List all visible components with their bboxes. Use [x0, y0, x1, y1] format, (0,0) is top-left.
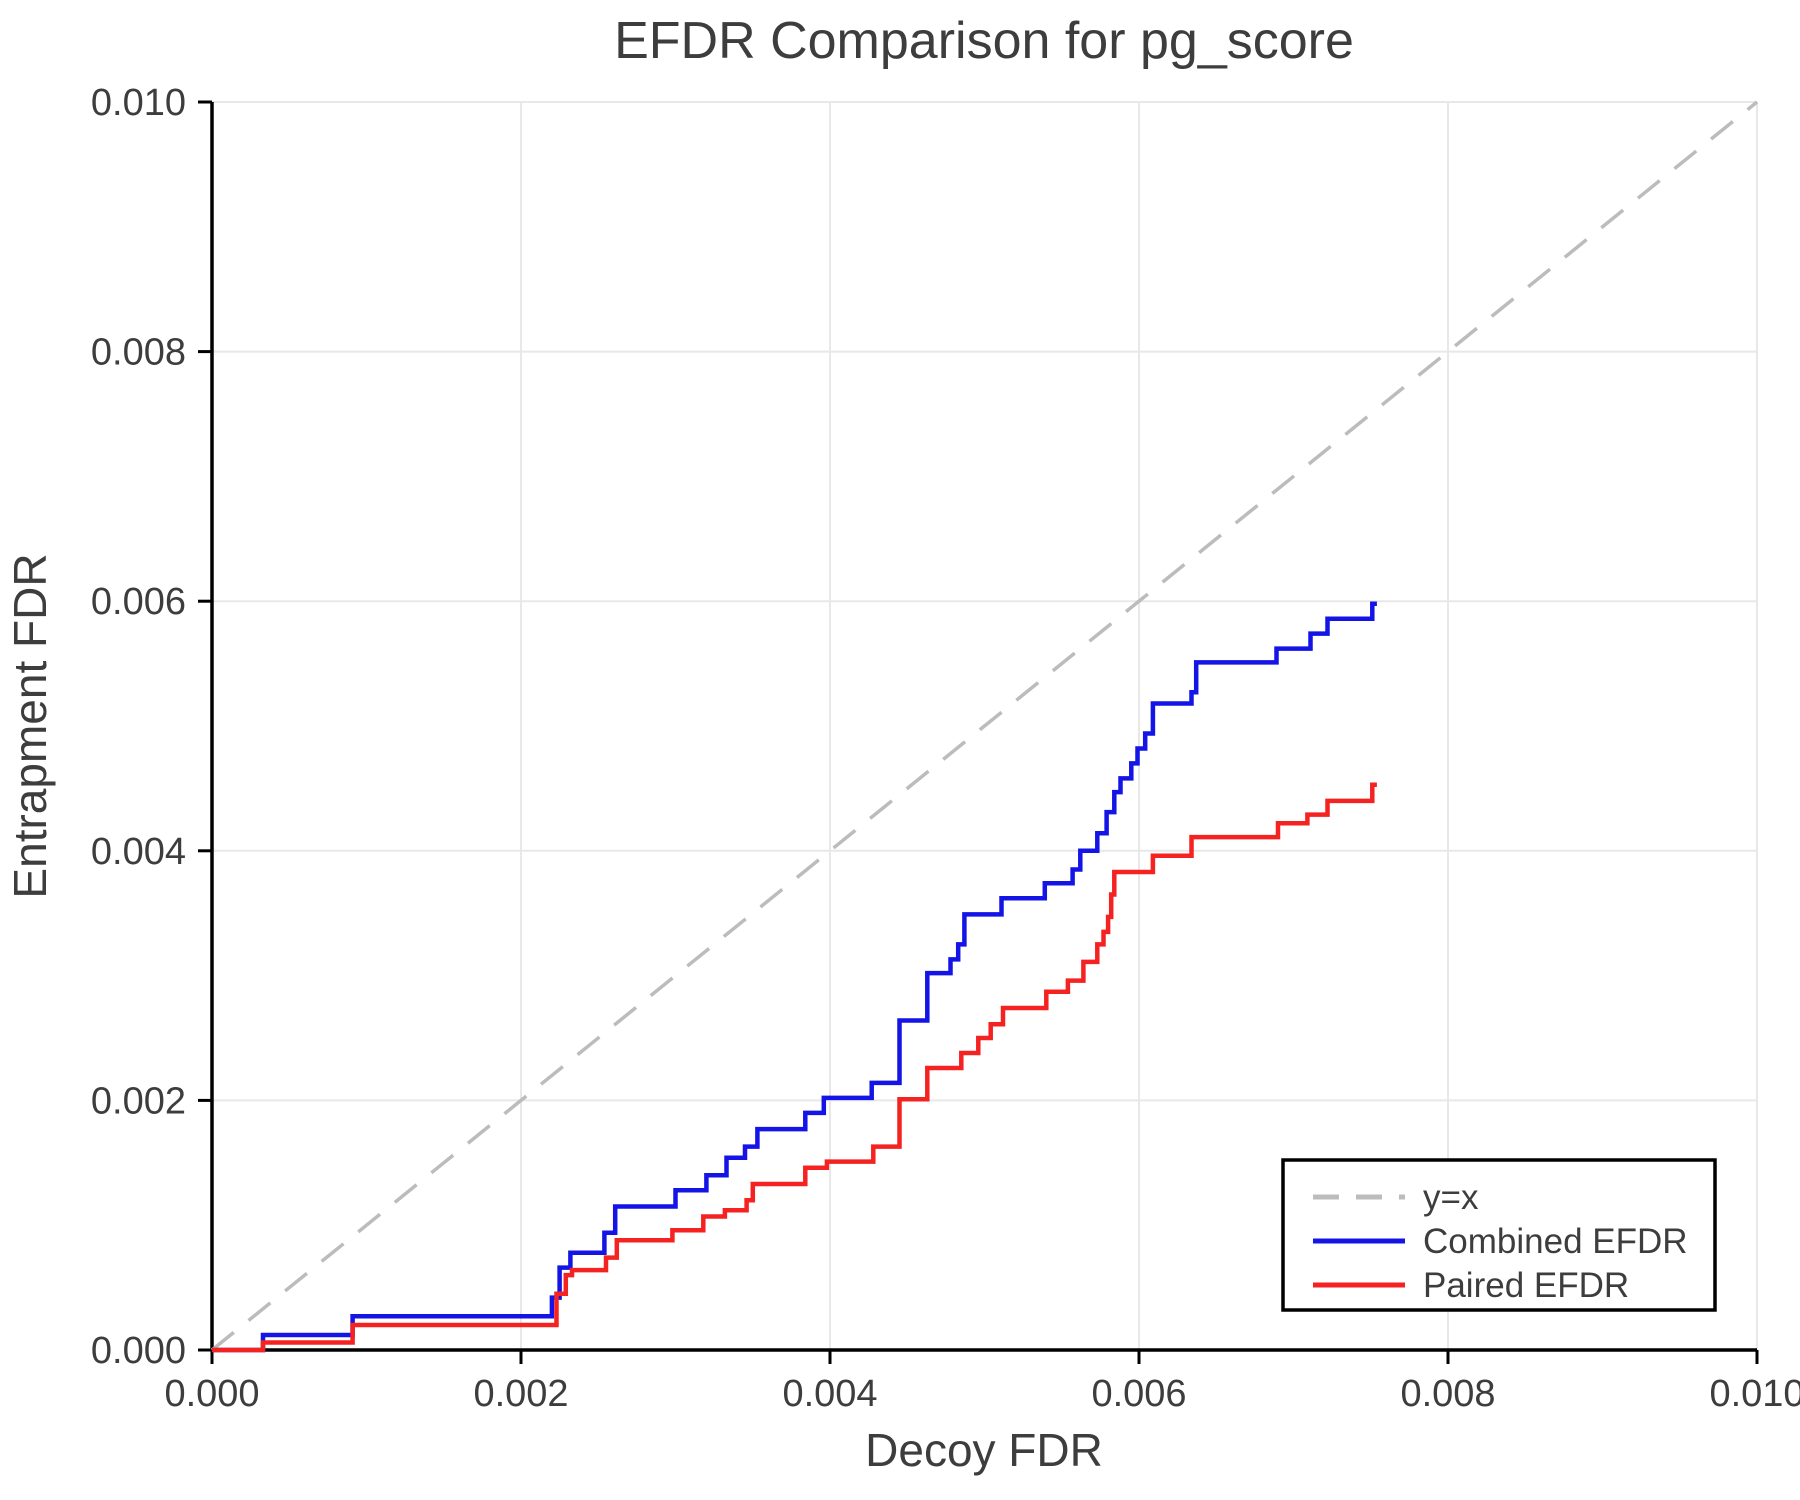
- x-tick-label: 0.010: [1709, 1373, 1800, 1415]
- y-tick-label: 0.010: [91, 82, 186, 124]
- legend-label: y=x: [1423, 1178, 1479, 1217]
- y-tick-label: 0.004: [91, 831, 186, 873]
- y-tick-label: 0.000: [91, 1330, 186, 1372]
- identity-line: [210, 100, 1759, 1352]
- y-tick-label: 0.008: [91, 332, 186, 374]
- combined-efdr-line: [212, 601, 1377, 1353]
- axes: [198, 100, 1759, 1364]
- x-tick-label: 0.008: [1400, 1373, 1495, 1415]
- legend-label: Paired EFDR: [1423, 1266, 1629, 1305]
- chart-title: EFDR Comparison for pg_score: [614, 12, 1354, 70]
- x-tick-label: 0.006: [1091, 1373, 1186, 1415]
- paired-efdr-line: [212, 782, 1377, 1353]
- legend: y=x Combined EFDR Paired EFDR: [1281, 1158, 1717, 1312]
- x-tick-label: 0.004: [782, 1373, 877, 1415]
- y-axis-label: Entrapment FDR: [4, 553, 56, 898]
- x-axis-label: Decoy FDR: [865, 1424, 1103, 1476]
- y-tick-label: 0.002: [91, 1080, 186, 1122]
- x-tick-label: 0.002: [473, 1373, 568, 1415]
- data-series: [210, 100, 1759, 1353]
- y-tick-label: 0.006: [91, 581, 186, 623]
- x-tick-label: 0.000: [164, 1373, 259, 1415]
- legend-label: Combined EFDR: [1423, 1222, 1688, 1261]
- tick-labels: 0.000 0.002 0.004 0.006 0.008 0.010 0.000 0.002…: [91, 82, 1800, 1415]
